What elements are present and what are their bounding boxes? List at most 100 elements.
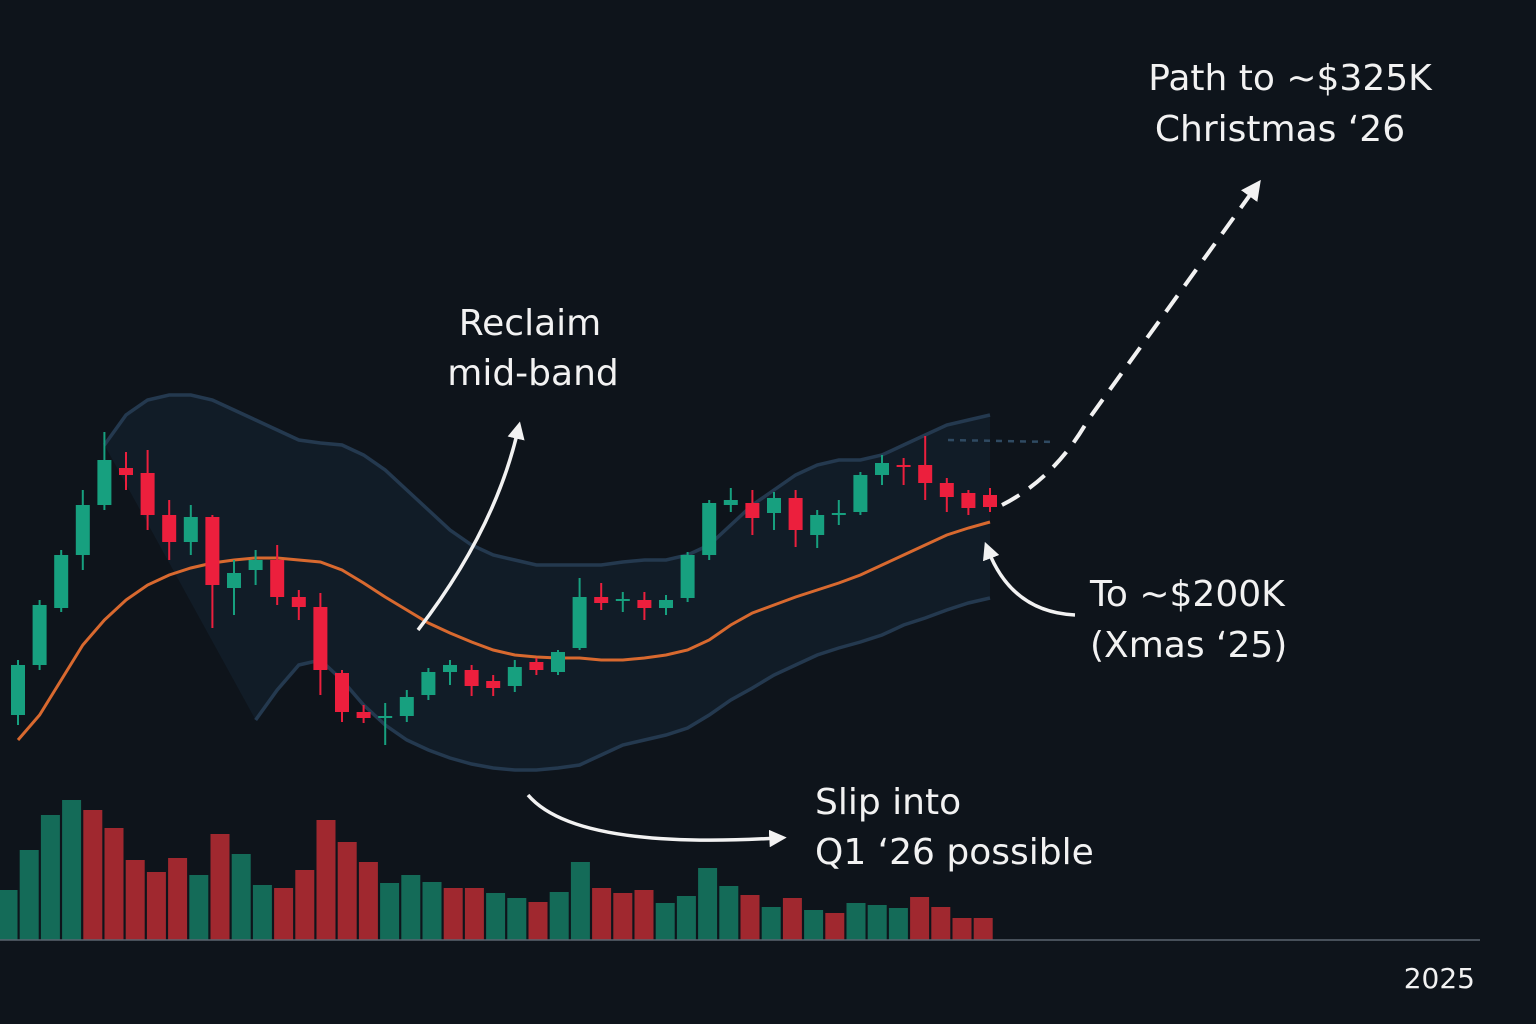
candle-body	[356, 712, 371, 718]
candle-body	[572, 597, 587, 648]
volume-bar	[761, 907, 781, 940]
candle-body	[918, 465, 933, 483]
annotation: Christmas ‘26	[1155, 109, 1405, 150]
volume-bar	[507, 898, 527, 940]
volume-bar	[782, 898, 802, 940]
candle-body	[810, 515, 825, 535]
volume-bar	[910, 897, 930, 940]
candle-body	[54, 555, 69, 608]
volume-bar	[19, 850, 39, 940]
volume-bar	[210, 834, 230, 940]
candle-body	[205, 517, 220, 585]
volume-bar	[252, 885, 272, 940]
volume-bar	[295, 870, 315, 940]
volume-bar	[125, 860, 145, 940]
volume-bar	[316, 820, 336, 940]
candle-body	[486, 681, 501, 688]
candle-body	[853, 475, 868, 512]
candle-body	[248, 560, 263, 570]
candle-body	[270, 560, 285, 597]
candle-body	[659, 600, 673, 608]
candle-body	[507, 667, 522, 686]
candle-body	[443, 665, 457, 672]
candle-body	[227, 573, 241, 588]
volume-bar	[401, 875, 421, 940]
annotation: Path to ~$325K	[1148, 58, 1433, 99]
candle-body	[615, 599, 630, 601]
volume-bar	[952, 918, 972, 940]
candle-body	[831, 513, 846, 515]
x-label: 2025	[1404, 962, 1475, 995]
candle-body	[399, 697, 414, 716]
candle-body	[140, 473, 155, 515]
candle-body	[11, 665, 25, 715]
candle-body	[767, 498, 781, 513]
volume-bar	[464, 888, 484, 940]
candle-body	[291, 597, 306, 607]
candle-body	[335, 673, 349, 712]
annotation: Slip into	[815, 782, 961, 823]
volume-bar	[0, 890, 18, 940]
candle-body	[97, 460, 112, 505]
candle-body	[594, 597, 609, 603]
candle-body	[702, 503, 717, 555]
candle-body	[637, 600, 652, 608]
projection-guide	[947, 438, 1056, 444]
volume-bar	[168, 858, 188, 940]
volume-bar	[380, 883, 400, 940]
candle-body	[162, 515, 177, 542]
volume-bar	[804, 910, 824, 940]
annotation: To ~$200K	[1089, 574, 1286, 615]
volume-bar	[931, 907, 951, 940]
candle-body	[378, 716, 393, 718]
volume-bar	[422, 882, 442, 940]
candle-body	[896, 465, 911, 467]
candle-body	[32, 605, 47, 665]
volume-bar	[570, 862, 590, 940]
band-lower	[254, 596, 991, 772]
volume-bar	[825, 913, 845, 940]
volume-bar	[146, 872, 166, 940]
candle-body	[529, 662, 544, 670]
projection-arrow	[1001, 179, 1261, 507]
candle-body	[983, 495, 997, 507]
volume-bar	[231, 854, 251, 940]
volume-bar	[676, 896, 696, 940]
volume-bar	[698, 868, 718, 940]
volume-bar	[592, 888, 612, 940]
volume-bar	[358, 862, 378, 940]
volume-bar	[740, 895, 760, 940]
candle-body	[421, 672, 436, 695]
candle-body	[680, 555, 695, 598]
candle-body	[551, 652, 565, 672]
volume-bar	[655, 903, 675, 940]
volume-bar	[888, 908, 908, 940]
candle-body	[119, 468, 133, 475]
volume-bar	[846, 903, 866, 940]
volume-bar	[973, 918, 993, 940]
volume-bar	[337, 842, 357, 940]
arrow	[983, 541, 1076, 617]
candle-body	[875, 463, 889, 475]
volume-bar	[83, 810, 103, 940]
candles	[11, 432, 997, 745]
candle-body	[723, 500, 738, 505]
candle-body	[788, 498, 803, 530]
volume-bar	[634, 890, 654, 940]
volume-bar	[40, 815, 60, 940]
arrow	[526, 793, 787, 848]
arrow	[416, 421, 525, 632]
volume-bar	[549, 892, 569, 940]
candle-body	[183, 517, 198, 542]
band-upper	[102, 393, 991, 567]
volume-bar	[719, 886, 739, 940]
annotation: mid-band	[447, 353, 619, 394]
volume-bar	[867, 905, 887, 940]
volume-bar	[189, 875, 209, 940]
volume-bar	[486, 893, 506, 940]
candle-body	[745, 503, 760, 518]
volume-bar	[528, 902, 548, 940]
candle-body	[464, 670, 479, 686]
